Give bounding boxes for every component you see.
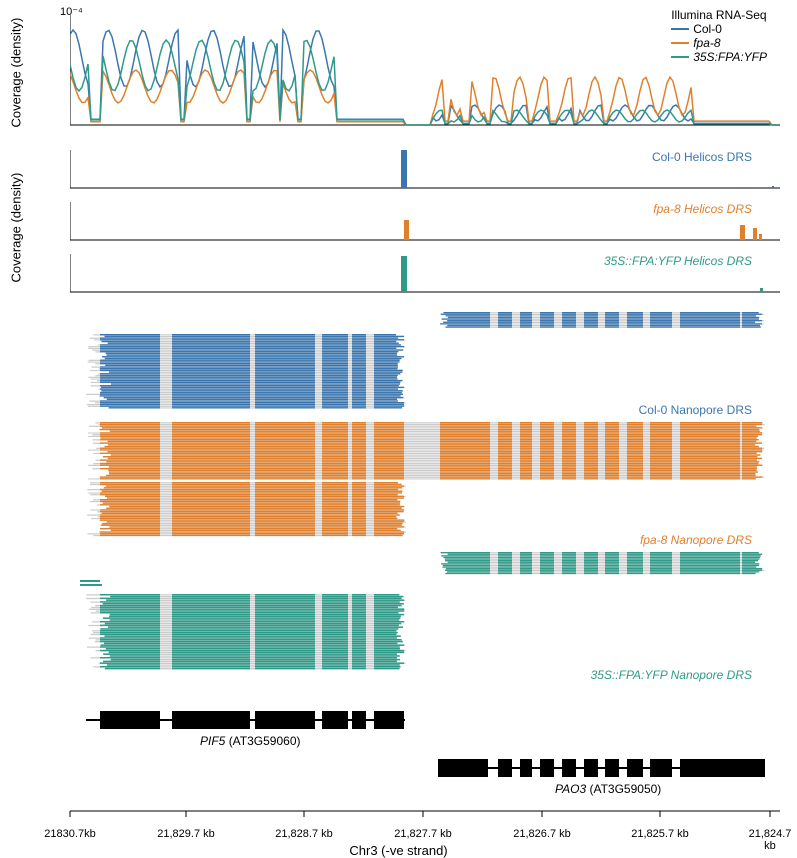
- legend-title: Illumina RNA-Seq: [671, 8, 767, 22]
- x-tick-3: 21,827.7 kb: [394, 828, 452, 840]
- legend-label-col0: Col-0: [693, 22, 722, 36]
- helicos-label-1: fpa-8 Helicos DRS: [653, 202, 752, 216]
- x-axis-line-svg: [0, 810, 797, 828]
- x-tick-5: 21,825.7 kb: [631, 828, 689, 840]
- x-axis: 21830.7kb21,829.7 kb21,828.7 kb21,827.7 …: [0, 810, 797, 828]
- gene-label-pao3: PAO3 (AT3G59050): [555, 782, 661, 796]
- gene-svg: [70, 700, 780, 800]
- x-tick-0: 21830.7kb: [44, 828, 95, 840]
- nanopore-label-0: Col-0 Nanopore DRS: [639, 403, 752, 417]
- gene-panel: [70, 700, 777, 800]
- nanopore-track-2: 35S::FPA:YFP Nanopore DRS: [70, 550, 777, 680]
- x-tick-6: 21,824.7 kb: [749, 828, 792, 852]
- legend-row-fpa8: fpa-8: [671, 36, 767, 50]
- legend-label-fpa8: fpa-8: [693, 36, 720, 50]
- coverage-exponent: 10⁻⁴: [60, 5, 83, 18]
- coverage-legend: Illumina RNA-Seq Col-0 fpa-8 35S:FPA:YFP: [671, 8, 767, 64]
- nanopore-track-1: fpa-8 Nanopore DRS: [70, 420, 777, 545]
- legend-line-yfp: [671, 56, 689, 58]
- nanopore-label-2: 35S::FPA:YFP Nanopore DRS: [591, 668, 752, 682]
- x-axis-label: Chr3 (-ve strand): [349, 843, 447, 858]
- legend-row-col0: Col-0: [671, 22, 767, 36]
- legend-label-yfp: 35S:FPA:YFP: [693, 50, 767, 64]
- helicos-track-1: 0.0 0.5 fpa-8 Helicos DRS: [70, 200, 777, 246]
- x-tick-2: 21,828.7 kb: [275, 828, 333, 840]
- x-tick-1: 21,829.7 kb: [157, 828, 215, 840]
- coverage-ylabel: Coverage (density): [9, 18, 24, 128]
- helicos-label-0: Col-0 Helicos DRS: [652, 150, 752, 164]
- legend-row-yfp: 35S:FPA:YFP: [671, 50, 767, 64]
- x-tick-4: 21,826.7 kb: [513, 828, 571, 840]
- legend-line-col0: [671, 28, 689, 30]
- nanopore-svg-0: [70, 310, 780, 415]
- helicos-label-2: 35S::FPA:YFP Helicos DRS: [604, 254, 752, 268]
- nanopore-label-1: fpa-8 Nanopore DRS: [640, 533, 752, 547]
- nanopore-track-0: Col-0 Nanopore DRS: [70, 310, 777, 415]
- gene-label-pif5: PIF5 (AT3G59060): [200, 734, 301, 748]
- nanopore-svg-2: [70, 550, 780, 680]
- legend-line-fpa8: [671, 42, 689, 44]
- helicos-ylabel: Coverage (density): [9, 173, 24, 283]
- helicos-track-0: 0.0 0.5 Col-0 Helicos DRS: [70, 148, 777, 194]
- nanopore-svg-1: [70, 420, 780, 545]
- helicos-track-2: 0.0 0.5 35S::FPA:YFP Helicos DRS: [70, 252, 777, 298]
